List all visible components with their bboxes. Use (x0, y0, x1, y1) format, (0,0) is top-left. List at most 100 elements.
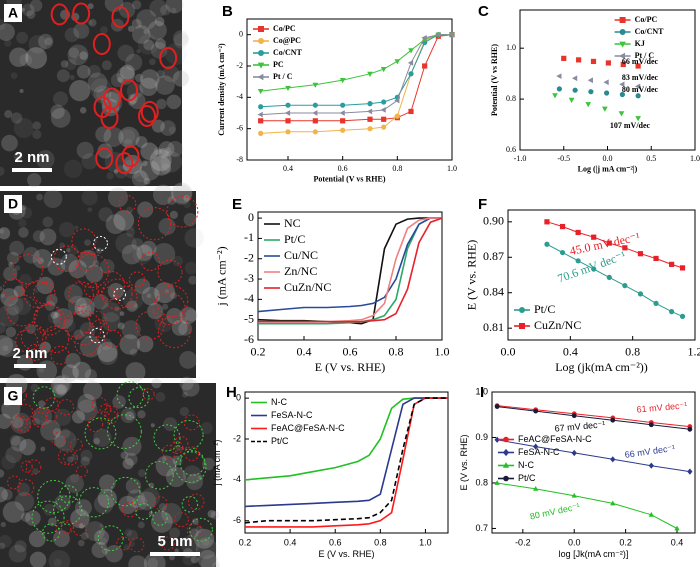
image-texture (32, 129, 42, 140)
x-tick-label: 0.6 (338, 164, 348, 173)
x-tick-label: 0.8 (389, 345, 404, 359)
marker-circle (118, 195, 137, 213)
marker-circle (37, 479, 71, 514)
image-texture (84, 239, 91, 246)
marker-circle (20, 460, 33, 473)
image-texture (77, 393, 97, 413)
plot-frame (244, 391, 449, 534)
legend-marker (257, 73, 264, 81)
panel-label-box (4, 387, 22, 405)
marker (394, 59, 401, 65)
marker-circle (166, 195, 199, 228)
image-texture (87, 72, 108, 93)
marker-circle (32, 386, 56, 409)
legend-marker (503, 436, 509, 443)
marker (258, 130, 264, 136)
marker-circle (120, 79, 139, 102)
image-texture (125, 53, 143, 71)
marker-circle (152, 510, 168, 526)
micrograph: D 2 nm (0, 182, 204, 382)
marker (339, 78, 346, 84)
x-tick-label: 0.4 (563, 345, 578, 359)
image-texture (162, 303, 169, 310)
image-texture (20, 207, 33, 219)
marker (571, 492, 577, 498)
marker-circle (142, 388, 155, 401)
marker-circle (103, 87, 122, 110)
image-texture (91, 541, 108, 559)
image-texture (79, 107, 87, 114)
image-texture (93, 428, 112, 447)
panel-label: I (480, 384, 484, 401)
image-texture (115, 232, 137, 255)
marker-circle (121, 145, 140, 168)
marker-circle (99, 403, 112, 416)
marker-circle (66, 310, 102, 346)
image-texture (80, 449, 93, 462)
image-texture (2, 345, 9, 352)
image-texture (0, 337, 18, 358)
image-texture (0, 322, 6, 334)
image-texture (182, 465, 202, 485)
image-texture (32, 121, 41, 130)
image-texture (122, 436, 142, 456)
image-texture (11, 416, 24, 429)
legend-marker (258, 38, 264, 44)
image-texture (14, 265, 21, 271)
marker (312, 102, 318, 108)
marker-circle (51, 432, 65, 446)
image-texture (76, 399, 98, 421)
marker-circle (90, 319, 110, 339)
marker (610, 456, 616, 463)
image-texture (32, 468, 39, 475)
marker (257, 111, 263, 118)
image-texture (36, 193, 43, 201)
image-texture (160, 151, 182, 173)
image-texture (120, 451, 129, 460)
marker (568, 97, 575, 103)
image-texture (125, 362, 146, 382)
marker (606, 274, 612, 280)
y-tick-label: -2 (233, 433, 241, 443)
image-texture (56, 384, 68, 396)
image-texture (61, 364, 79, 382)
image-texture (81, 153, 98, 170)
marker (285, 118, 291, 124)
marker-circle (57, 448, 75, 465)
legend-marker (258, 50, 264, 56)
marker-circle (25, 459, 42, 475)
image-texture (166, 467, 187, 488)
marker (619, 81, 625, 88)
image-texture (87, 20, 93, 26)
image-texture (5, 326, 17, 338)
marker (544, 219, 550, 225)
image-texture (168, 126, 176, 134)
image-background (0, 191, 196, 378)
image-texture (160, 4, 171, 16)
plot-frame (246, 18, 453, 161)
image-texture (87, 207, 93, 213)
legend-label: Co/CNT (273, 48, 303, 57)
image-texture (143, 29, 149, 35)
image-texture (66, 244, 78, 256)
image-texture (162, 456, 167, 461)
marker (381, 116, 387, 122)
image-texture (26, 10, 36, 19)
image-texture (212, 562, 220, 567)
image-texture (173, 33, 190, 49)
marker-circle (87, 416, 104, 433)
marker (590, 58, 597, 65)
scale-bar (12, 168, 52, 172)
marker (312, 110, 318, 116)
marker (367, 71, 373, 77)
legend-label: FeAC@FeSA-N-C (271, 423, 345, 433)
x-tick-label: 0.2 (239, 537, 252, 547)
image-texture (85, 264, 104, 283)
marker-circle (74, 331, 99, 356)
marker (494, 436, 500, 443)
marker (561, 55, 567, 61)
y-tick-label: -6 (244, 332, 254, 346)
marker (635, 63, 641, 69)
image-texture (155, 455, 177, 477)
marker-circle (140, 251, 161, 272)
